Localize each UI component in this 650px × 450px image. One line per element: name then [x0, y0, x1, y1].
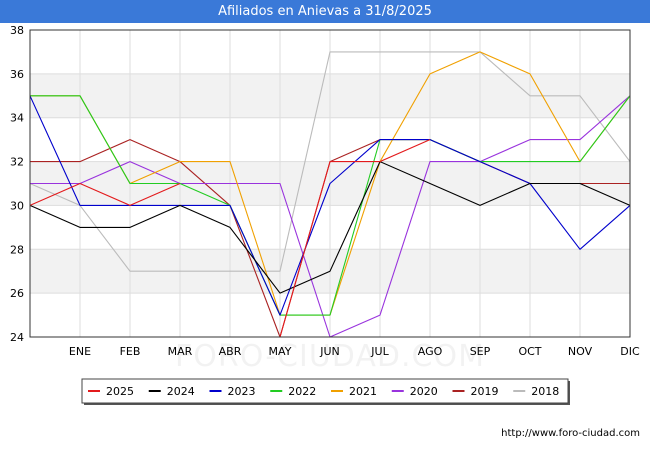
x-tick-label: FEB: [120, 345, 141, 358]
legend-label-2022: 2022: [288, 385, 316, 398]
series-group: [29, 51, 631, 338]
x-tick-label: MAR: [168, 345, 193, 358]
x-tick-label: OCT: [518, 345, 541, 358]
x-tick-label: MAY: [269, 345, 292, 358]
series-line-2024: [29, 161, 631, 294]
legend: 2025 2024 2023 2022 2021 2020 2019 2018: [81, 378, 570, 405]
series-line-2025: [29, 182, 181, 206]
y-tick-label: 38: [10, 24, 24, 37]
watermark: FORO-CIUDAD.COM: [175, 339, 485, 374]
x-tick-label: JUN: [319, 345, 340, 358]
source-url: http://www.foro-ciudad.com: [501, 428, 640, 439]
x-tick-label: AGO: [418, 345, 443, 358]
x-tick-label: DIC: [620, 345, 640, 358]
x-tick-label: ABR: [219, 345, 242, 358]
legend-label-2018: 2018: [531, 385, 559, 398]
series-line-2022: [30, 95, 631, 316]
y-tick-label: 36: [10, 68, 24, 81]
series-line-2018: [29, 51, 631, 272]
y-axis-ticks: 24 26 28 30 32 34 36 38: [10, 24, 24, 344]
legend-label-2021: 2021: [349, 385, 377, 398]
legend-label-2025: 2025: [106, 385, 134, 398]
legend-box: [81, 378, 569, 404]
y-tick-label: 30: [10, 199, 24, 212]
legend-label-2020: 2020: [410, 385, 438, 398]
y-tick-label: 34: [10, 112, 24, 125]
x-tick-label: NOV: [568, 345, 593, 358]
chart-title: Afiliados en Anievas a 31/8/2025: [0, 0, 650, 23]
y-tick-label: 26: [10, 287, 24, 300]
plot-border: [29, 29, 631, 338]
series-line-2025: [279, 139, 431, 338]
x-tick-label: JUL: [370, 345, 389, 358]
legend-label-2024: 2024: [167, 385, 195, 398]
x-tick-label: ENE: [69, 345, 91, 358]
x-tick-label: SEP: [470, 345, 491, 358]
x-axis-ticks: ENE FEB MAR ABR MAY JUN JUL AGO SEP OCT NOV DIC: [69, 345, 640, 358]
y-tick-label: 32: [10, 156, 24, 169]
y-tick-label: 28: [10, 243, 24, 256]
y-tick-label: 24: [10, 331, 24, 344]
legend-label-2023: 2023: [228, 385, 256, 398]
legend-label-2019: 2019: [471, 385, 499, 398]
